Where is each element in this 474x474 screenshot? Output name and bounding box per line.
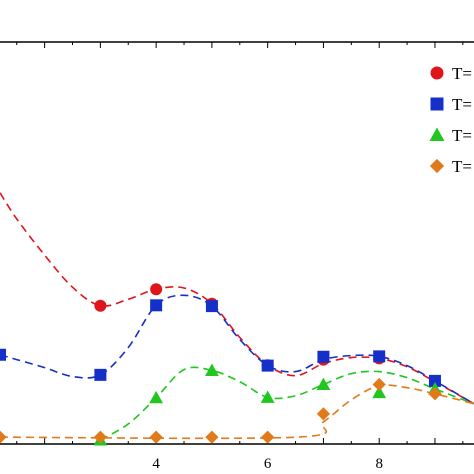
data-point-square — [94, 368, 107, 381]
legend-marker-diamond — [429, 158, 445, 174]
series-markers — [0, 283, 442, 446]
data-point-square — [373, 350, 386, 363]
series-curve-circle — [0, 192, 474, 405]
data-point-triangle — [316, 377, 331, 391]
data-point-diamond — [261, 430, 275, 444]
data-point-diamond — [372, 377, 386, 392]
data-point-square — [0, 348, 6, 361]
data-point-diamond — [205, 430, 219, 444]
series-curve-square — [0, 294, 474, 405]
legend-marker-circle — [430, 66, 444, 80]
data-point-circle — [94, 299, 107, 312]
series-curves — [0, 192, 474, 441]
data-point-triangle — [149, 390, 164, 404]
data-point-diamond — [428, 387, 442, 401]
legend-label: T= — [452, 126, 472, 145]
data-point-square — [150, 299, 163, 312]
legend-marker-triangle — [429, 127, 445, 141]
legend-label: T= — [452, 64, 472, 83]
legend-label: T= — [452, 95, 472, 114]
x-tick-label: 8 — [375, 456, 383, 472]
legend-marker-square — [430, 97, 444, 111]
x-tick-label: 6 — [264, 456, 272, 472]
data-point-triangle — [372, 385, 387, 399]
data-point-square — [317, 350, 330, 363]
data-point-square — [261, 359, 274, 372]
x-axis-ticks: 4 6 8 — [16, 42, 464, 472]
plot-frame — [0, 41, 474, 445]
data-point-triangle — [260, 390, 275, 403]
data-point-circle — [150, 283, 163, 296]
data-point-square — [205, 300, 218, 313]
data-point-square — [428, 374, 441, 387]
data-point-diamond — [316, 407, 331, 421]
series-curve-triangle — [99, 366, 474, 441]
x-tick-label: 4 — [152, 456, 160, 472]
data-point-diamond — [93, 430, 107, 444]
data-point-triangle — [205, 363, 219, 376]
data-point-diamond — [149, 430, 163, 444]
data-point-diamond — [0, 430, 7, 444]
legend-label: T= — [452, 157, 472, 176]
series-curve-diamond — [0, 384, 474, 440]
legend: T= T= T= T= — [429, 64, 472, 176]
